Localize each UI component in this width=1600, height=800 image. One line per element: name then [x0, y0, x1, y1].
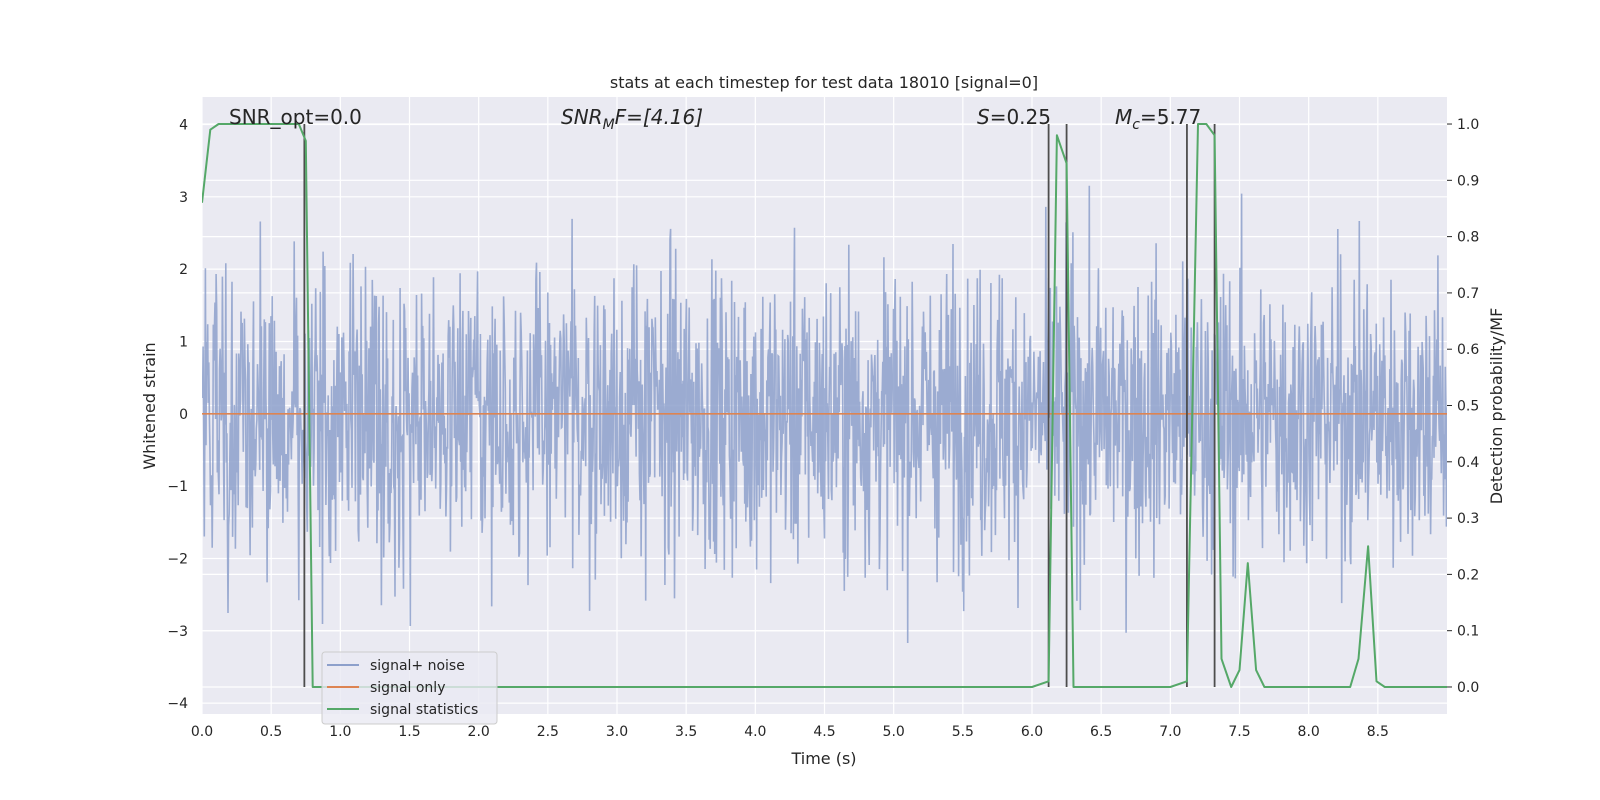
x-tick-label-13: 6.5 — [1090, 724, 1112, 740]
x-tick-label-6: 3.0 — [606, 724, 628, 740]
legend-label-signal-noise: signal+ noise — [370, 658, 465, 674]
y-tick-label-2: 2 — [179, 262, 188, 278]
y-tick-label-5: −1 — [167, 479, 188, 495]
series-signal-statistics — [202, 123, 1447, 688]
legend-label-signal-statistics: signal statistics — [370, 702, 478, 718]
s-main: S — [977, 105, 990, 129]
signal-noise-line — [202, 185, 1447, 644]
snr-mf-main: SNR — [561, 105, 603, 129]
y-right-tick-label-0: 1.0 — [1457, 117, 1479, 133]
x-tick-label-2: 1.0 — [329, 724, 351, 740]
y-right-tick-label-7: 0.3 — [1457, 511, 1479, 527]
y-right-tick-label-1: 0.9 — [1457, 173, 1479, 189]
x-tick-label-5: 2.5 — [537, 724, 559, 740]
y-axis-label: Whitened strain — [140, 342, 159, 469]
x-tick-label-4: 2.0 — [468, 724, 490, 740]
x-tick-label-0: 0.0 — [191, 724, 213, 740]
x-tick-label-11: 5.5 — [952, 724, 974, 740]
y-axis-ticks: 4 3 2 1 0 −1 −2 −3 −4 — [167, 117, 188, 712]
s-tail: =0.25 — [990, 105, 1051, 129]
x-tick-label-7: 3.5 — [675, 724, 697, 740]
x-tick-label-12: 6.0 — [1021, 724, 1043, 740]
y-right-tick-label-10: 0.0 — [1457, 680, 1479, 696]
x-tick-label-3: 1.5 — [398, 724, 420, 740]
x-tick-label-14: 7.0 — [1159, 724, 1181, 740]
x-tick-label-9: 4.5 — [813, 724, 835, 740]
y-tick-label-8: −4 — [167, 696, 188, 712]
x-axis-ticks: 0.0 0.5 1.0 1.5 2.0 2.5 3.0 3.5 4.0 4.5 5.0 5.5 6.0 6… — [191, 724, 1389, 740]
legend-label-signal-only: signal only — [370, 680, 445, 696]
s-annotation: S=0.25 — [977, 105, 1051, 129]
series-signal-noise — [202, 185, 1447, 644]
y-tick-label-6: −2 — [167, 551, 188, 567]
y-tick-label-7: −3 — [167, 624, 188, 640]
x-tick-label-8: 4.0 — [744, 724, 766, 740]
y-tick-label-0: 4 — [179, 117, 188, 133]
snr-mf-tail: F=[4.16] — [615, 105, 703, 129]
y-right-tick-label-2: 0.8 — [1457, 230, 1479, 246]
y-right-tick-label-6: 0.4 — [1457, 455, 1479, 471]
x-tick-label-17: 8.5 — [1367, 724, 1389, 740]
y-right-axis-ticks: 1.0 0.9 0.8 0.7 0.6 0.5 0.4 0.3 0.2 0.1 0.0 — [1447, 117, 1479, 696]
legend: signal+ noise signal only signal statist… — [321, 651, 498, 725]
mc-sub: c — [1132, 117, 1140, 133]
x-tick-label-16: 8.0 — [1298, 724, 1320, 740]
snr-opt-annotation: SNR_opt=0.0 — [229, 105, 362, 129]
x-tick-label-10: 5.0 — [883, 724, 905, 740]
snr-mf-annotation: SNRMF=[4.16] — [561, 105, 703, 133]
y-tick-label-4: 0 — [179, 407, 188, 423]
y-right-tick-label-3: 0.7 — [1457, 286, 1479, 302]
x-tick-label-15: 7.5 — [1228, 724, 1250, 740]
y-right-tick-label-8: 0.2 — [1457, 567, 1479, 583]
y-right-tick-label-5: 0.5 — [1457, 399, 1479, 415]
x-tick-label-1: 0.5 — [260, 724, 282, 740]
y-tick-label-1: 3 — [179, 190, 188, 206]
x-axis-label: Time (s) — [790, 749, 856, 768]
y-right-tick-label-4: 0.6 — [1457, 342, 1479, 358]
y-right-axis-label: Detection probability/MF — [1487, 308, 1506, 505]
snr-mf-sub: M — [603, 117, 615, 133]
y-tick-label-3: 1 — [179, 334, 188, 350]
chart-title: stats at each timestep for test data 180… — [610, 73, 1038, 92]
y-right-tick-label-9: 0.1 — [1457, 624, 1479, 640]
mc-tail: =5.77 — [1140, 105, 1201, 129]
legend-box — [321, 651, 498, 725]
mc-main: M — [1115, 105, 1132, 129]
mc-annotation: Mc=5.77 — [1115, 105, 1201, 133]
signal-statistics-line — [202, 123, 1447, 688]
